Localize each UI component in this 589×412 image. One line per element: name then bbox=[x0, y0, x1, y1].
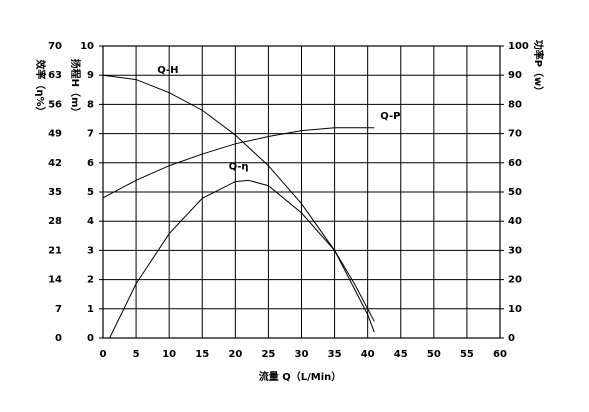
x-tick-label: 35 bbox=[328, 349, 342, 360]
y2-tick-label: 90 bbox=[508, 70, 522, 81]
y2-tick-label: 40 bbox=[508, 216, 522, 227]
x-tick-label: 50 bbox=[427, 349, 441, 360]
y3-tick-label: 63 bbox=[48, 70, 62, 81]
y3-tick-label: 49 bbox=[48, 129, 62, 140]
y-tick-label: 5 bbox=[87, 187, 94, 198]
y2-tick-label: 80 bbox=[508, 99, 522, 110]
x-tick-label: 45 bbox=[394, 349, 408, 360]
y2-tick-label: 60 bbox=[508, 158, 522, 169]
y2-tick-label: 50 bbox=[508, 187, 522, 198]
y-tick-label: 8 bbox=[87, 99, 94, 110]
x-tick-label: 20 bbox=[228, 349, 242, 360]
y3-tick-label: 56 bbox=[48, 99, 62, 110]
y2-tick-label: 10 bbox=[508, 304, 522, 315]
y2-axis-title: 功率P（w） bbox=[532, 40, 545, 97]
x-tick-label: 25 bbox=[261, 349, 275, 360]
y3-tick-label: 70 bbox=[48, 41, 62, 52]
x-tick-label: 55 bbox=[460, 349, 474, 360]
y3-tick-label: 14 bbox=[48, 275, 62, 286]
series-label: Q-P bbox=[380, 111, 400, 122]
y-tick-label: 0 bbox=[87, 333, 94, 344]
y-axis-title: 扬程H（m） bbox=[69, 59, 82, 118]
series-line bbox=[102, 74, 375, 333]
y-tick-label: 3 bbox=[87, 245, 94, 256]
y3-tick-label: 42 bbox=[48, 158, 62, 169]
x-tick-label: 5 bbox=[133, 349, 140, 360]
y3-axis-title: 效率（η%） bbox=[34, 59, 47, 116]
y3-tick-label: 35 bbox=[48, 187, 62, 198]
y-tick-label: 10 bbox=[80, 41, 94, 52]
x-tick-label: 40 bbox=[361, 349, 375, 360]
x-tick-label: 10 bbox=[162, 349, 176, 360]
series-line bbox=[102, 127, 375, 199]
x-axis-title: 流量 Q（L/Min） bbox=[259, 370, 342, 383]
y-tick-label: 7 bbox=[87, 129, 94, 140]
y-tick-label: 6 bbox=[87, 158, 94, 169]
y-tick-label: 2 bbox=[87, 275, 94, 286]
x-tick-label: 30 bbox=[295, 349, 309, 360]
y2-tick-label: 100 bbox=[508, 41, 529, 52]
x-tick-label: 60 bbox=[493, 349, 507, 360]
y3-tick-label: 0 bbox=[55, 333, 62, 344]
y3-tick-label: 21 bbox=[48, 245, 62, 256]
plot-frame bbox=[102, 45, 501, 339]
y-tick-label: 4 bbox=[87, 216, 94, 227]
y2-tick-label: 20 bbox=[508, 275, 522, 286]
series-line bbox=[109, 179, 375, 339]
y3-tick-label: 28 bbox=[48, 216, 62, 227]
y2-tick-label: 70 bbox=[508, 129, 522, 140]
x-tick-label: 15 bbox=[195, 349, 209, 360]
y-tick-label: 9 bbox=[87, 70, 94, 81]
y2-tick-label: 0 bbox=[508, 333, 515, 344]
y2-tick-label: 30 bbox=[508, 245, 522, 256]
y-tick-label: 1 bbox=[87, 304, 94, 315]
x-tick-label: 0 bbox=[100, 349, 107, 360]
series-label: Q-H bbox=[157, 65, 178, 76]
series-label: Q-η bbox=[229, 161, 249, 172]
y3-tick-label: 7 bbox=[55, 304, 62, 315]
